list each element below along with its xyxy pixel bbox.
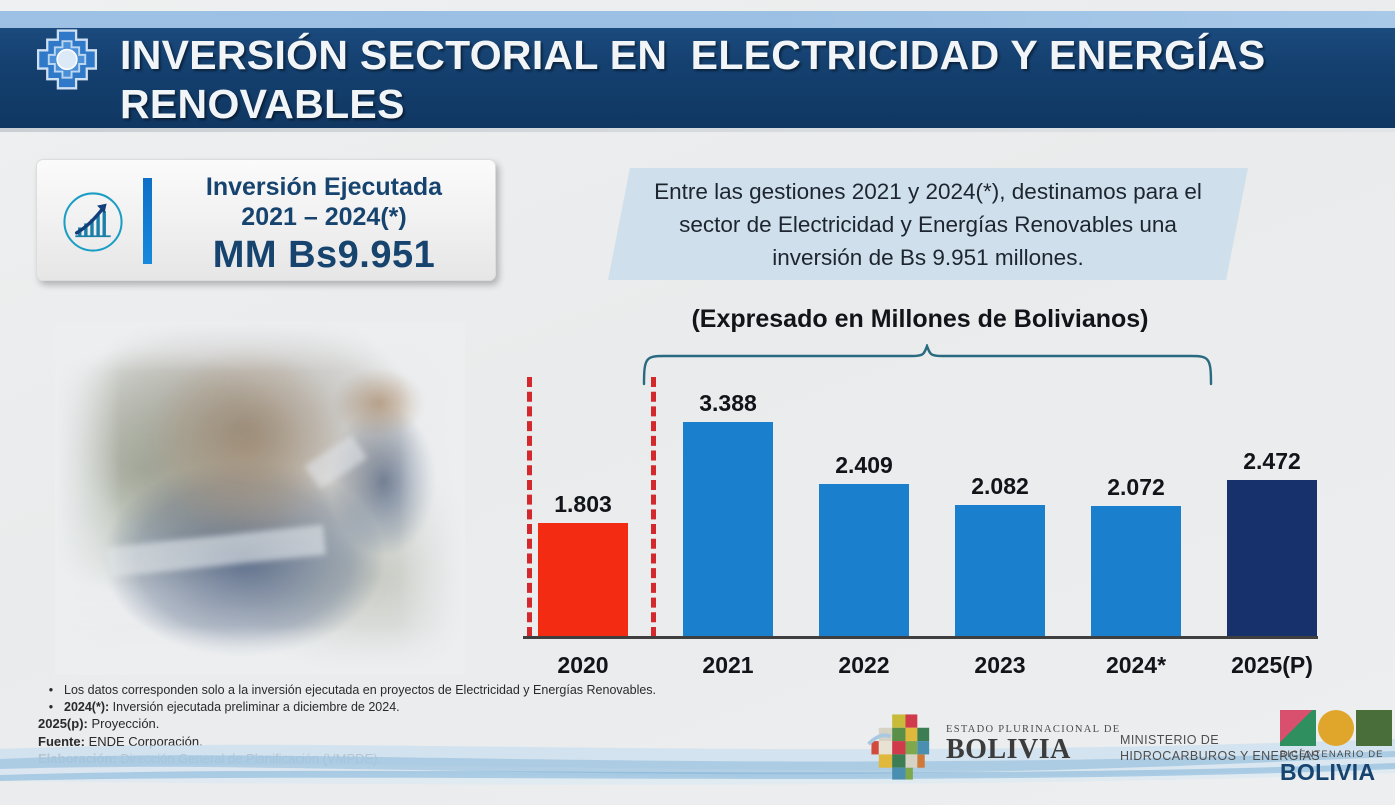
bicentennial-big: BOLIVIA [1280,759,1376,785]
president-photo [55,322,465,675]
footnote-bullet-1: • Los datos corresponden solo a la invers… [38,682,738,699]
bar-chart-plot: 1.803 2020 3.388 2021 2.409 2022 2.082 2023 2.07… [538,390,1317,678]
callout-text: Entre las gestiones 2021 y 2024(*), dest… [654,178,1202,270]
bicentennial-small: BICENTENARIO DE [1280,749,1384,760]
x-axis-label-2020: 2020 [557,652,609,678]
footnote-bullet-2: • 2024(*): Inversión ejecutada preliminar… [38,699,738,716]
bicentenario-tiles-icon [1280,710,1395,746]
state-wordmark: ESTADO PLURINACIONAL DE BOLIVIA [946,724,1121,765]
footnote-2-label: 2024(*): [64,699,110,714]
range-brace [640,342,1215,386]
bar-value-label-2023: 2.082 [971,473,1029,499]
callout-box: Entre las gestiones 2021 y 2024(*), dest… [608,168,1248,280]
header-bar [0,28,1395,128]
footnote-3-label: 2025(p): [38,716,88,731]
kpi-amount: MM Bs9.951 [212,234,436,276]
photo-soft-edge-mask [55,322,465,675]
bar-2020[interactable] [538,523,628,637]
x-axis-label-2025P: 2025(P) [1231,652,1313,678]
footer-logos: ESTADO PLURINACIONAL DE BOLIVIA MINISTER… [866,706,1392,786]
x-axis-label-2024: 2024* [1105,652,1167,678]
bar-value-label-2021: 3.388 [699,390,757,416]
footnote-source-text: ENDE Corporación. [84,733,203,749]
footnote-3-text: Proyección. [87,716,160,731]
kpi-accent-bar [143,178,152,264]
bullet-dot-icon: • [48,699,54,714]
bolivia-state-emblem-icon [866,710,942,784]
kpi-label-line1: Inversión Ejecutada [205,173,443,201]
footnote-source: Fuente: ENDE Corporación. [38,733,738,751]
ministry-line-1: MINISTERIO DE [1120,733,1219,747]
x-axis-label-2022: 2022 [838,652,890,678]
bar-value-label-2024: 2.072 [1107,474,1165,500]
x-axis-label-2021: 2021 [702,652,754,678]
state-wordmark-small: ESTADO PLURINACIONAL DE [946,724,1121,735]
page-title: INVERSIÓN SECTORIAL EN ELECTRICIDAD Y EN… [120,32,1278,127]
bicentennial-logo: BICENTENARIO DE BOLIVIA [1280,710,1395,785]
header-underline [0,128,1395,132]
header-top-band [0,11,1395,28]
kpi-label-line2: 2021 – 2024(*) [241,203,407,231]
x-axis-line [523,636,1318,639]
footnote-2-text: Inversión ejecutada preliminar a diciemb… [109,699,400,714]
chakana-gear-icon [29,26,105,102]
decorative-wave [0,733,1395,785]
footnote-line-3: 2025(p): Proyección. [38,715,738,733]
divider-line-left [527,377,532,637]
bar-value-label-2020: 1.803 [554,491,612,517]
bar-2023[interactable] [955,505,1045,637]
state-wordmark-big: BOLIVIA [946,734,1071,765]
growth-chart-icon [59,188,127,256]
bar-2024[interactable] [1091,506,1181,637]
divider-line-right [651,377,656,637]
ministry-wordmark: MINISTERIO DE HIDROCARBUROS Y ENERGÍAS [1120,732,1320,764]
bullet-dot-icon: • [48,683,54,697]
ministry-line-2: HIDROCARBUROS Y ENERGÍAS [1120,749,1321,763]
bar-value-label-2022: 2.409 [835,452,893,478]
bar-2021[interactable] [683,422,773,637]
kpi-text-group: Inversión Ejecutada 2021 – 2024(*) MM Bs… [159,172,489,278]
bar-2022[interactable] [819,484,909,637]
chart-title: (Expresado en Millones de Bolivianos) [691,305,1149,333]
bar-2025P[interactable] [1227,480,1317,637]
footnote-source-label: Fuente: [38,733,85,749]
kpi-card: Inversión Ejecutada 2021 – 2024(*) MM Bs… [36,159,496,281]
x-axis-label-2023: 2023 [974,652,1026,678]
footnote-1-text: Los datos corresponden solo a la inversi… [64,683,657,697]
bar-value-label-2025P: 2.472 [1243,448,1301,474]
